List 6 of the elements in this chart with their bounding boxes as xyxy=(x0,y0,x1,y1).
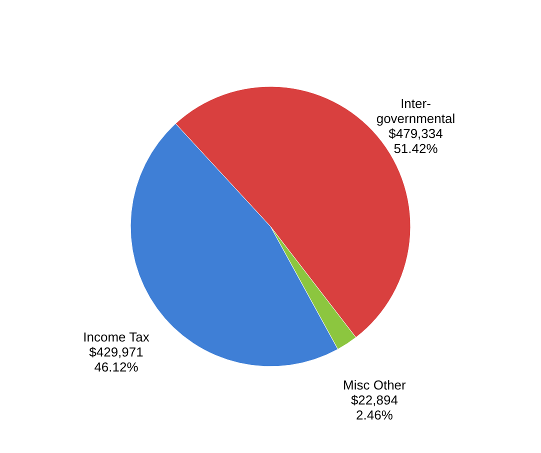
slice-label: Income Tax xyxy=(83,329,150,344)
data-label: $429,971 46.12% xyxy=(89,344,144,374)
slice-label: Inter-governmental xyxy=(376,96,456,126)
data-label: $22,894 2.46% xyxy=(350,392,398,423)
data-label: $479,334 51.42% xyxy=(388,126,443,156)
slice-label: Misc Other xyxy=(343,378,407,393)
